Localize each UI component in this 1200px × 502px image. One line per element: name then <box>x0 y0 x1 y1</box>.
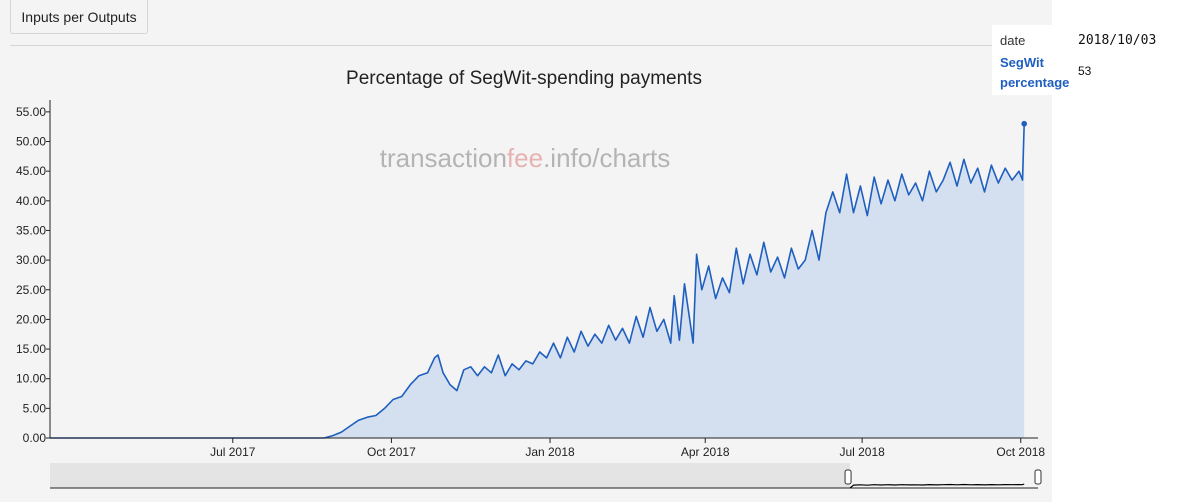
hover-tooltip: date SegWit percentage <box>992 25 1080 95</box>
y-tick-label: 10.00 <box>16 372 46 386</box>
tooltip-date-value: 2018/10/03 <box>1078 33 1157 48</box>
x-tick-label: Apr 2018 <box>681 445 730 459</box>
y-tick-label: 45.00 <box>16 164 46 178</box>
watermark: transactionfee.info/charts <box>380 143 671 173</box>
y-tick-label: 50.00 <box>16 135 46 149</box>
x-axis: Jul 2017 Oct 2017 Jan 2018 Apr 2018 Jul 2018… <box>50 437 1045 459</box>
navigator-handle-left[interactable] <box>844 469 852 485</box>
x-tick-label: Oct 2018 <box>996 445 1045 459</box>
navigator-shade <box>50 463 851 488</box>
tooltip-date-label: date <box>1000 33 1026 48</box>
x-tick-label: Jul 2018 <box>839 445 885 459</box>
y-tick-label: 20.00 <box>16 312 46 326</box>
chart-title: Percentage of SegWit-spending payments <box>346 68 702 89</box>
x-tick-label: Oct 2017 <box>367 445 416 459</box>
highlight-point <box>1021 120 1028 127</box>
navigator-line <box>849 483 1025 489</box>
navigator-handle-right[interactable] <box>1034 469 1042 485</box>
tooltip-value: 53 <box>1078 64 1092 78</box>
x-tick-label: Jul 2017 <box>210 445 256 459</box>
series-line <box>50 123 1025 439</box>
tooltip-series-label: SegWit percentage <box>1000 55 1070 90</box>
range-navigator[interactable] <box>50 463 1042 489</box>
watermark-suffix: .info/charts <box>543 143 670 173</box>
y-tick-label: 30.00 <box>16 253 46 267</box>
watermark-accent: fee <box>507 143 543 173</box>
segwit-chart: Percentage of SegWit-spending payments t… <box>16 68 1045 489</box>
y-tick-label: 0.00 <box>23 431 47 445</box>
y-axis: 0.00 5.00 10.00 15.00 20.00 25.00 30.00 35.00 40… <box>16 100 51 445</box>
x-tick-label: Jan 2018 <box>525 445 575 459</box>
plot-area[interactable] <box>50 120 1028 439</box>
y-tick-label: 15.00 <box>16 342 46 356</box>
y-tick-label: 55.00 <box>16 105 46 119</box>
tab-inputs-per-outputs[interactable]: Inputs per Outputs <box>10 0 148 34</box>
section-divider <box>10 45 1050 46</box>
series-area <box>50 123 1025 438</box>
y-tick-label: 25.00 <box>16 283 46 297</box>
y-tick-label: 40.00 <box>16 194 46 208</box>
y-tick-label: 5.00 <box>23 401 47 415</box>
watermark-prefix: transaction <box>380 143 507 173</box>
navigator-window <box>850 463 1038 488</box>
y-tick-label: 35.00 <box>16 223 46 237</box>
